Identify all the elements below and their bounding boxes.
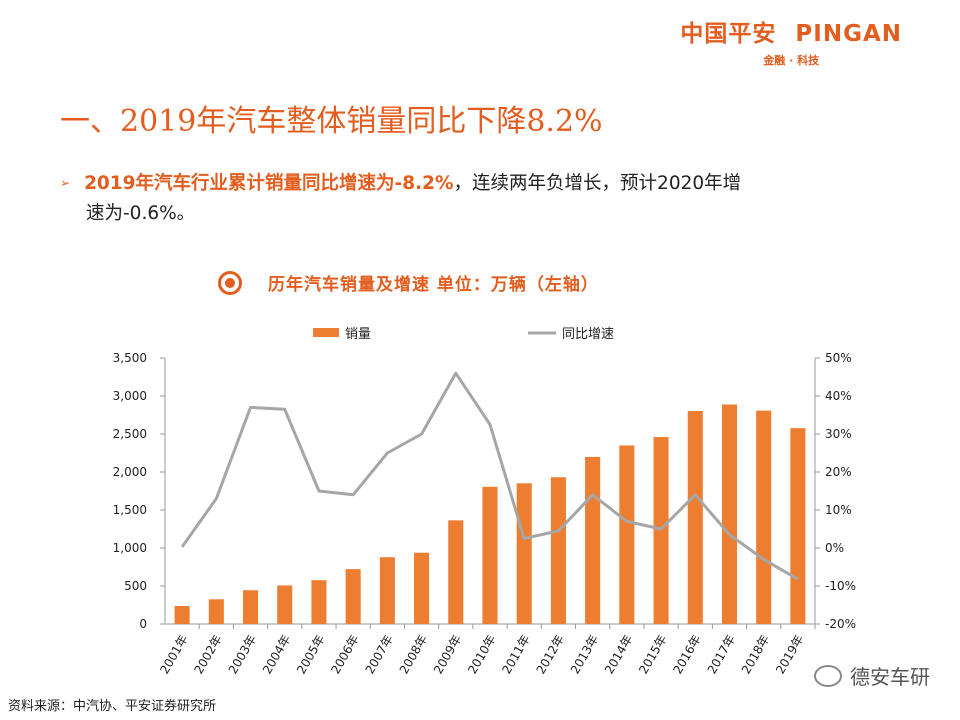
right-tick-label: -20%	[825, 617, 856, 631]
x-tick-label: 2016年	[670, 633, 703, 677]
x-tick-label: 2017年	[705, 633, 738, 677]
brand-name-en: PINGAN	[795, 21, 902, 47]
x-tick-label: 2001年	[157, 633, 190, 677]
growth-line	[180, 371, 799, 581]
left-tick-label: 2,500	[113, 427, 147, 441]
bar-sales-2012年	[550, 477, 566, 624]
x-tick-label: 2008年	[397, 633, 430, 677]
x-tick-label: 2015年	[636, 633, 669, 677]
left-tick-label: 1,000	[113, 541, 147, 555]
bar-sales-2005年	[311, 580, 327, 624]
bar-sales-2002年	[208, 599, 224, 624]
bullet-text-line1: ，连续两年负增长，预计2020年增	[453, 173, 742, 194]
bar-sales-2013年	[585, 456, 601, 624]
left-tick-label: 0	[139, 617, 147, 631]
bar-sales-2015年	[653, 437, 669, 624]
right-tick-label: 50%	[825, 351, 852, 365]
bar-sales-2018年	[756, 410, 772, 624]
left-tick-label: 1,500	[113, 503, 147, 517]
legend-swatch-sales	[313, 328, 339, 337]
bar-sales-2011年	[516, 483, 532, 624]
bar-sales-2010年	[482, 486, 498, 624]
x-tick-label: 2010年	[465, 633, 498, 677]
x-tick-label: 2002年	[192, 633, 225, 677]
sales-chart: 销量 同比增速 0 500 1,000 1,500 2,000 2,500 3,000 3,500…	[113, 327, 856, 677]
legend-label-growth: 同比增速	[562, 327, 614, 342]
x-tick-label: 2003年	[226, 633, 259, 677]
brand-name-cn: 中国平安	[680, 21, 777, 47]
x-tick-label: 2018年	[739, 633, 772, 677]
chart-heading: 历年汽车销量及增速 单位：万辆（左轴）	[218, 270, 599, 295]
x-tick-label: 2011年	[499, 633, 532, 677]
legend-label-sales: 销量	[345, 327, 371, 342]
x-tick-label: 2004年	[260, 633, 293, 677]
watermark-text: 德安车研	[850, 665, 930, 689]
left-tick-label: 3,000	[113, 389, 147, 403]
bullet-text-line2: 速为-0.6%。	[86, 203, 196, 224]
right-tick-label: -10%	[825, 579, 856, 593]
target-icon	[218, 270, 242, 295]
x-tick-label: 2019年	[773, 633, 806, 677]
left-tick-label: 500	[124, 579, 147, 593]
bullet-highlight: 2019年汽车行业累计销量同比增速为-8.2%	[84, 173, 454, 194]
x-tick-label: 2006年	[328, 633, 361, 677]
brand-logo: 中国平安 PINGAN 金融 · 科技	[680, 14, 902, 68]
bar-sales-2019年	[790, 428, 806, 624]
x-tick-label: 2007年	[363, 633, 396, 677]
left-tick-label: 2,000	[113, 465, 147, 479]
right-tick-label: 40%	[825, 389, 852, 403]
right-tick-label: 10%	[825, 503, 852, 517]
watermark: 德安车研	[814, 661, 930, 690]
right-tick-label: 20%	[825, 465, 852, 479]
bullet-arrow-icon: ➢	[60, 176, 71, 190]
bar-sales-2006年	[345, 569, 361, 624]
bar-sales-2016年	[687, 410, 703, 624]
x-tick-label: 2014年	[602, 633, 635, 677]
wechat-icon	[814, 664, 842, 687]
bar-sales-2004年	[277, 585, 293, 624]
x-tick-label: 2009年	[431, 633, 464, 677]
x-tick-label: 2013年	[568, 633, 601, 677]
bar-sales-2014年	[619, 445, 635, 624]
right-tick-label: 0%	[825, 541, 844, 555]
right-tick-label: 30%	[825, 427, 852, 441]
bar-sales-2017年	[721, 404, 737, 624]
chart-title: 历年汽车销量及增速 单位：万辆（左轴）	[268, 275, 599, 295]
bar-sales-2001年	[174, 605, 190, 624]
x-tick-label: 2005年	[294, 633, 327, 677]
bar-sales-2003年	[243, 590, 259, 624]
bar-sales-2007年	[379, 557, 395, 624]
bar-sales-2009年	[448, 520, 464, 624]
brand-tagline: 金融 · 科技	[763, 54, 820, 67]
source-note: 资料来源：中汽协、平安证券研究所	[8, 699, 217, 714]
slide-title: 一、2019年汽车整体销量同比下降8.2%	[60, 104, 603, 139]
x-tick-label: 2012年	[534, 633, 567, 677]
left-tick-label: 3,500	[113, 351, 147, 365]
bullet-point: ➢ 2019年汽车行业累计销量同比增速为-8.2%，连续两年负增长，预计2020年…	[60, 168, 910, 229]
bar-sales-2008年	[414, 552, 430, 624]
